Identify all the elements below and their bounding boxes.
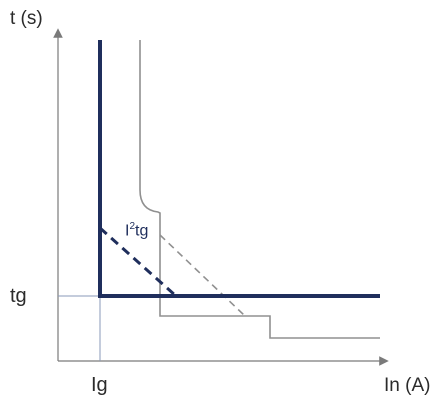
secondary-i2t-dashed — [159, 234, 246, 317]
i2tg-superscript: 2 — [129, 221, 136, 232]
i2tg-tail: tg — [135, 222, 149, 240]
i2tg-label: I2tg — [125, 222, 148, 239]
ig-label: Ig — [91, 374, 108, 396]
secondary-trip-curve — [139, 40, 380, 339]
primary-i2t-dashed — [98, 226, 178, 298]
primary-trip-curve — [98, 40, 380, 298]
tg-label: tg — [10, 285, 27, 307]
x-axis-label: In (A) — [384, 375, 431, 396]
i2tg-base: I — [125, 222, 130, 240]
y-axis-label: t (s) — [10, 8, 43, 29]
